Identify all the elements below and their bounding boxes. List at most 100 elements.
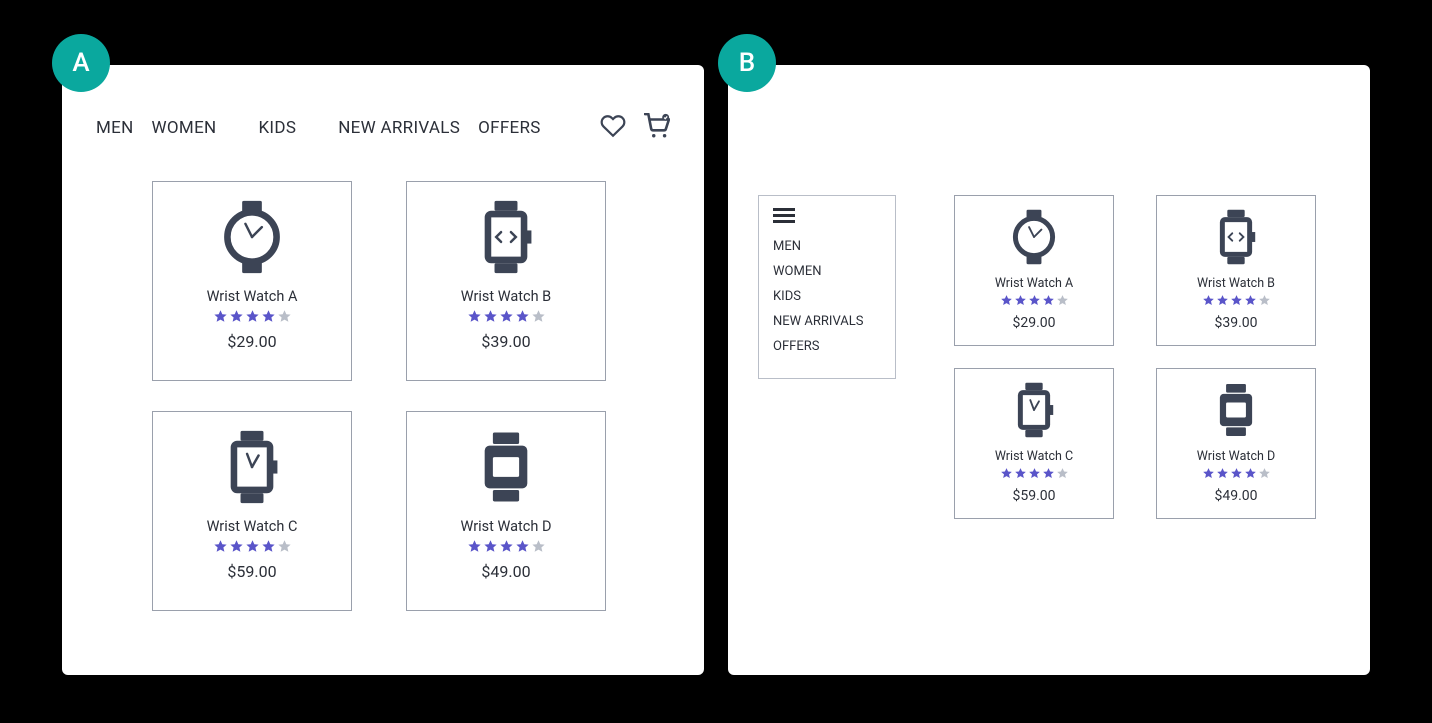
heart-icon[interactable] (600, 113, 626, 143)
star-icon (1202, 294, 1215, 307)
star-icon (531, 309, 546, 324)
star-icon (1028, 294, 1041, 307)
star-icon (1202, 467, 1215, 480)
star-icon (1042, 467, 1055, 480)
star-icon (483, 309, 498, 324)
star-icon (229, 539, 244, 554)
rating-stars (1202, 467, 1271, 480)
product-price: $39.00 (1214, 315, 1257, 331)
star-icon (499, 539, 514, 554)
product-name: Wrist Watch A (207, 288, 298, 305)
product-card[interactable]: Wrist Watch B $39.00 (406, 181, 606, 381)
star-icon (1258, 294, 1271, 307)
product-card[interactable]: Wrist Watch A $29.00 (954, 195, 1114, 346)
watch-round-icon (211, 196, 293, 278)
star-icon (1244, 294, 1257, 307)
watch-square-solid-icon (465, 426, 547, 508)
product-grid-a: Wrist Watch A $29.00 Wrist Watch B $39.0… (62, 143, 704, 611)
product-price: $29.00 (1012, 315, 1055, 331)
panel-badge-a: A (52, 34, 110, 92)
product-card[interactable]: Wrist Watch A $29.00 (152, 181, 352, 381)
panel-b: MEN WOMEN KIDS NEW ARRIVALS OFFERS Wrist… (728, 65, 1370, 675)
star-icon (499, 309, 514, 324)
star-icon (1014, 294, 1027, 307)
star-icon (229, 309, 244, 324)
star-icon (515, 539, 530, 554)
rating-stars (1000, 294, 1069, 307)
star-icon (261, 539, 276, 554)
star-icon (1042, 294, 1055, 307)
rating-stars (213, 309, 292, 324)
star-icon (1230, 294, 1243, 307)
product-name: Wrist Watch A (995, 276, 1073, 291)
product-name: Wrist Watch C (207, 518, 298, 535)
product-card[interactable]: Wrist Watch B $39.00 (1156, 195, 1316, 346)
star-icon (261, 309, 276, 324)
product-name: Wrist Watch C (995, 449, 1073, 464)
star-icon (1028, 467, 1041, 480)
star-icon (1000, 294, 1013, 307)
watch-square-hands-icon (211, 426, 293, 508)
star-icon (1216, 294, 1229, 307)
nav-item-new-arrivals[interactable]: NEW ARRIVALS (338, 118, 460, 138)
star-icon (1014, 467, 1027, 480)
star-icon (213, 309, 228, 324)
product-price: $29.00 (227, 332, 276, 351)
star-icon (213, 539, 228, 554)
watch-round-icon (1003, 206, 1065, 268)
side-item-men[interactable]: MEN (773, 239, 881, 254)
star-icon (1000, 467, 1013, 480)
rating-stars (467, 539, 546, 554)
rating-stars (467, 309, 546, 324)
nav-item-offers[interactable]: OFFERS (478, 118, 541, 138)
star-icon (531, 539, 546, 554)
star-icon (245, 539, 260, 554)
watch-code-icon (1205, 206, 1267, 268)
product-card[interactable]: Wrist Watch C $59.00 (954, 368, 1114, 519)
rating-stars (1000, 467, 1069, 480)
nav-item-women[interactable]: WOMEN (152, 118, 217, 138)
side-item-women[interactable]: WOMEN (773, 264, 881, 279)
panel-badge-b: B (718, 34, 776, 92)
nav-item-kids[interactable]: KIDS (258, 118, 296, 138)
star-icon (245, 309, 260, 324)
product-card[interactable]: Wrist Watch D $49.00 (1156, 368, 1316, 519)
cart-icon[interactable] (644, 113, 670, 143)
star-icon (1258, 467, 1271, 480)
hamburger-icon[interactable] (773, 208, 881, 223)
star-icon (1056, 467, 1069, 480)
product-price: $49.00 (1214, 488, 1257, 504)
rating-stars (1202, 294, 1271, 307)
product-name: Wrist Watch D (1197, 449, 1275, 464)
star-icon (277, 539, 292, 554)
star-icon (1230, 467, 1243, 480)
product-price: $59.00 (1012, 488, 1055, 504)
product-grid-b: Wrist Watch A $29.00 Wrist Watch B $39.0… (954, 195, 1316, 519)
star-icon (467, 539, 482, 554)
product-name: Wrist Watch B (1197, 276, 1275, 291)
product-card[interactable]: Wrist Watch C $59.00 (152, 411, 352, 611)
product-price: $49.00 (481, 562, 530, 581)
product-name: Wrist Watch D (461, 518, 552, 535)
watch-square-hands-icon (1003, 379, 1065, 441)
rating-stars (213, 539, 292, 554)
panel-a: MEN WOMEN KIDS NEW ARRIVALS OFFERS Wrist… (62, 65, 704, 675)
star-icon (467, 309, 482, 324)
star-icon (483, 539, 498, 554)
product-name: Wrist Watch B (461, 288, 551, 305)
watch-square-solid-icon (1205, 379, 1267, 441)
star-icon (277, 309, 292, 324)
product-card[interactable]: Wrist Watch D $49.00 (406, 411, 606, 611)
watch-code-icon (465, 196, 547, 278)
side-item-kids[interactable]: KIDS (773, 289, 881, 304)
side-item-new-arrivals[interactable]: NEW ARRIVALS (773, 314, 881, 329)
star-icon (1244, 467, 1257, 480)
side-item-offers[interactable]: OFFERS (773, 339, 881, 354)
star-icon (1056, 294, 1069, 307)
star-icon (1216, 467, 1229, 480)
star-icon (515, 309, 530, 324)
top-nav: MEN WOMEN KIDS NEW ARRIVALS OFFERS (62, 65, 704, 143)
side-menu: MEN WOMEN KIDS NEW ARRIVALS OFFERS (758, 195, 896, 379)
nav-item-men[interactable]: MEN (96, 118, 134, 138)
product-price: $39.00 (481, 332, 530, 351)
